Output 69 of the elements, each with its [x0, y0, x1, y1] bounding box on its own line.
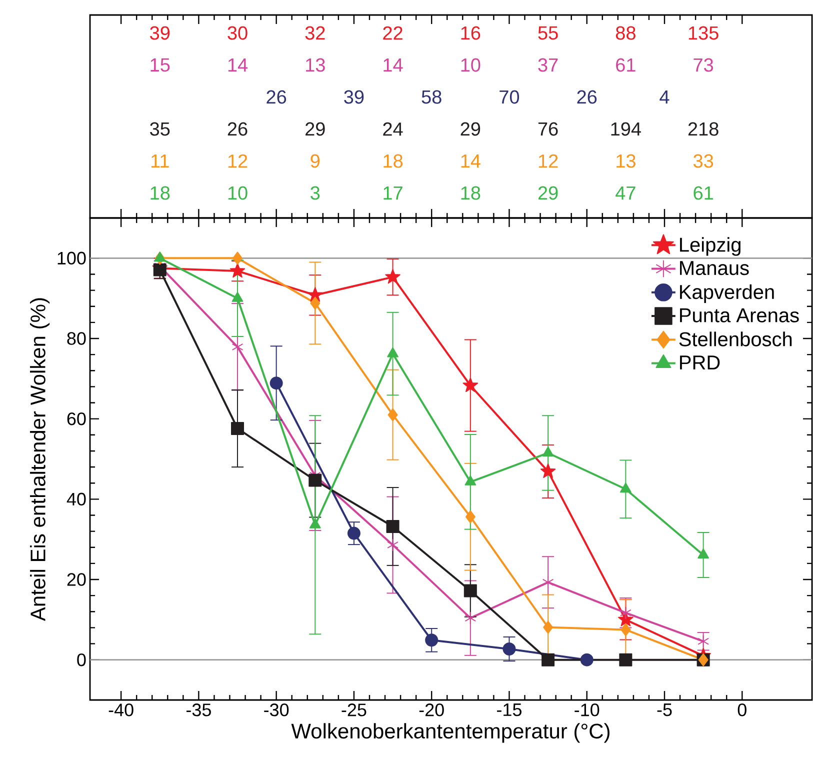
text: 18 — [384, 154, 403, 168]
x-tick-label: -30 — [264, 704, 289, 716]
y-tick-label: 100 — [58, 252, 86, 265]
text: 37 — [538, 58, 558, 72]
text: 73 — [694, 58, 714, 72]
text: 30 — [228, 26, 248, 40]
text: 135 — [688, 26, 718, 40]
y-tick-label: 20 — [67, 573, 86, 586]
text: 4 — [660, 90, 670, 104]
text: 39 — [150, 26, 170, 40]
text: 9 — [310, 154, 320, 168]
text: 14 — [228, 58, 248, 72]
text: 17 — [384, 186, 402, 200]
text: 33 — [693, 154, 714, 168]
text: 18 — [150, 186, 170, 200]
y-tick-label: 80 — [67, 332, 86, 345]
text: 10 — [461, 58, 480, 72]
legend-label: Punta Arenas — [680, 308, 799, 322]
text: 61 — [694, 186, 713, 200]
legend-label: PRD — [680, 356, 720, 370]
text: 55 — [538, 26, 558, 40]
text: 194 — [611, 122, 641, 136]
text: 13 — [306, 58, 325, 72]
text: 88 — [616, 26, 636, 40]
text: 22 — [383, 26, 402, 40]
text: 18 — [461, 186, 480, 200]
x-tick-label: -40 — [108, 704, 134, 716]
text: 35 — [150, 122, 170, 136]
x-tick-label: -10 — [574, 704, 600, 716]
x-tick-label: -25 — [342, 704, 366, 716]
text: 14 — [384, 58, 403, 72]
y-tick-label: 0 — [77, 653, 86, 666]
text: 12 — [538, 154, 558, 168]
text: 29 — [306, 122, 325, 136]
y-tick-label: 60 — [67, 412, 86, 426]
text: 11 — [151, 154, 169, 168]
text: 3 — [310, 186, 320, 200]
text: 29 — [460, 122, 480, 136]
legend-label: Stellenbosch — [679, 332, 792, 346]
x-tick-label: 0 — [738, 704, 746, 716]
text: 218 — [688, 122, 718, 136]
text: 76 — [538, 122, 558, 136]
text: 58 — [422, 90, 442, 104]
legend-label: Manaus — [680, 261, 749, 276]
x-tick-label: -5 — [657, 704, 672, 716]
legend-label: Kapverden — [680, 284, 774, 304]
text: 14 — [461, 154, 480, 168]
text: 26 — [228, 122, 248, 136]
x-tick-label: -15 — [497, 704, 522, 716]
x-axis-title: Wolkenoberkantentemperatur (°C) — [291, 723, 610, 743]
legend-label: Leipzig — [680, 237, 740, 256]
text: 47 — [616, 186, 636, 200]
text: 12 — [228, 154, 248, 168]
text: 10 — [228, 186, 248, 200]
text: 24 — [383, 122, 403, 136]
text: 70 — [500, 90, 520, 104]
x-tick-label: -20 — [419, 704, 444, 716]
text: 16 — [461, 26, 480, 40]
y-axis-title: Anteil Eis enthaltender Wolken (%) — [30, 298, 50, 622]
text: 15 — [150, 58, 170, 72]
text: 61 — [616, 58, 636, 72]
text: 29 — [538, 186, 558, 200]
text: 39 — [344, 90, 364, 104]
text: 13 — [616, 154, 636, 168]
text: 32 — [305, 26, 325, 40]
y-tick-label: 40 — [66, 492, 86, 506]
text: 26 — [266, 90, 286, 104]
text: 26 — [577, 90, 597, 104]
x-tick-label: -35 — [186, 704, 211, 716]
